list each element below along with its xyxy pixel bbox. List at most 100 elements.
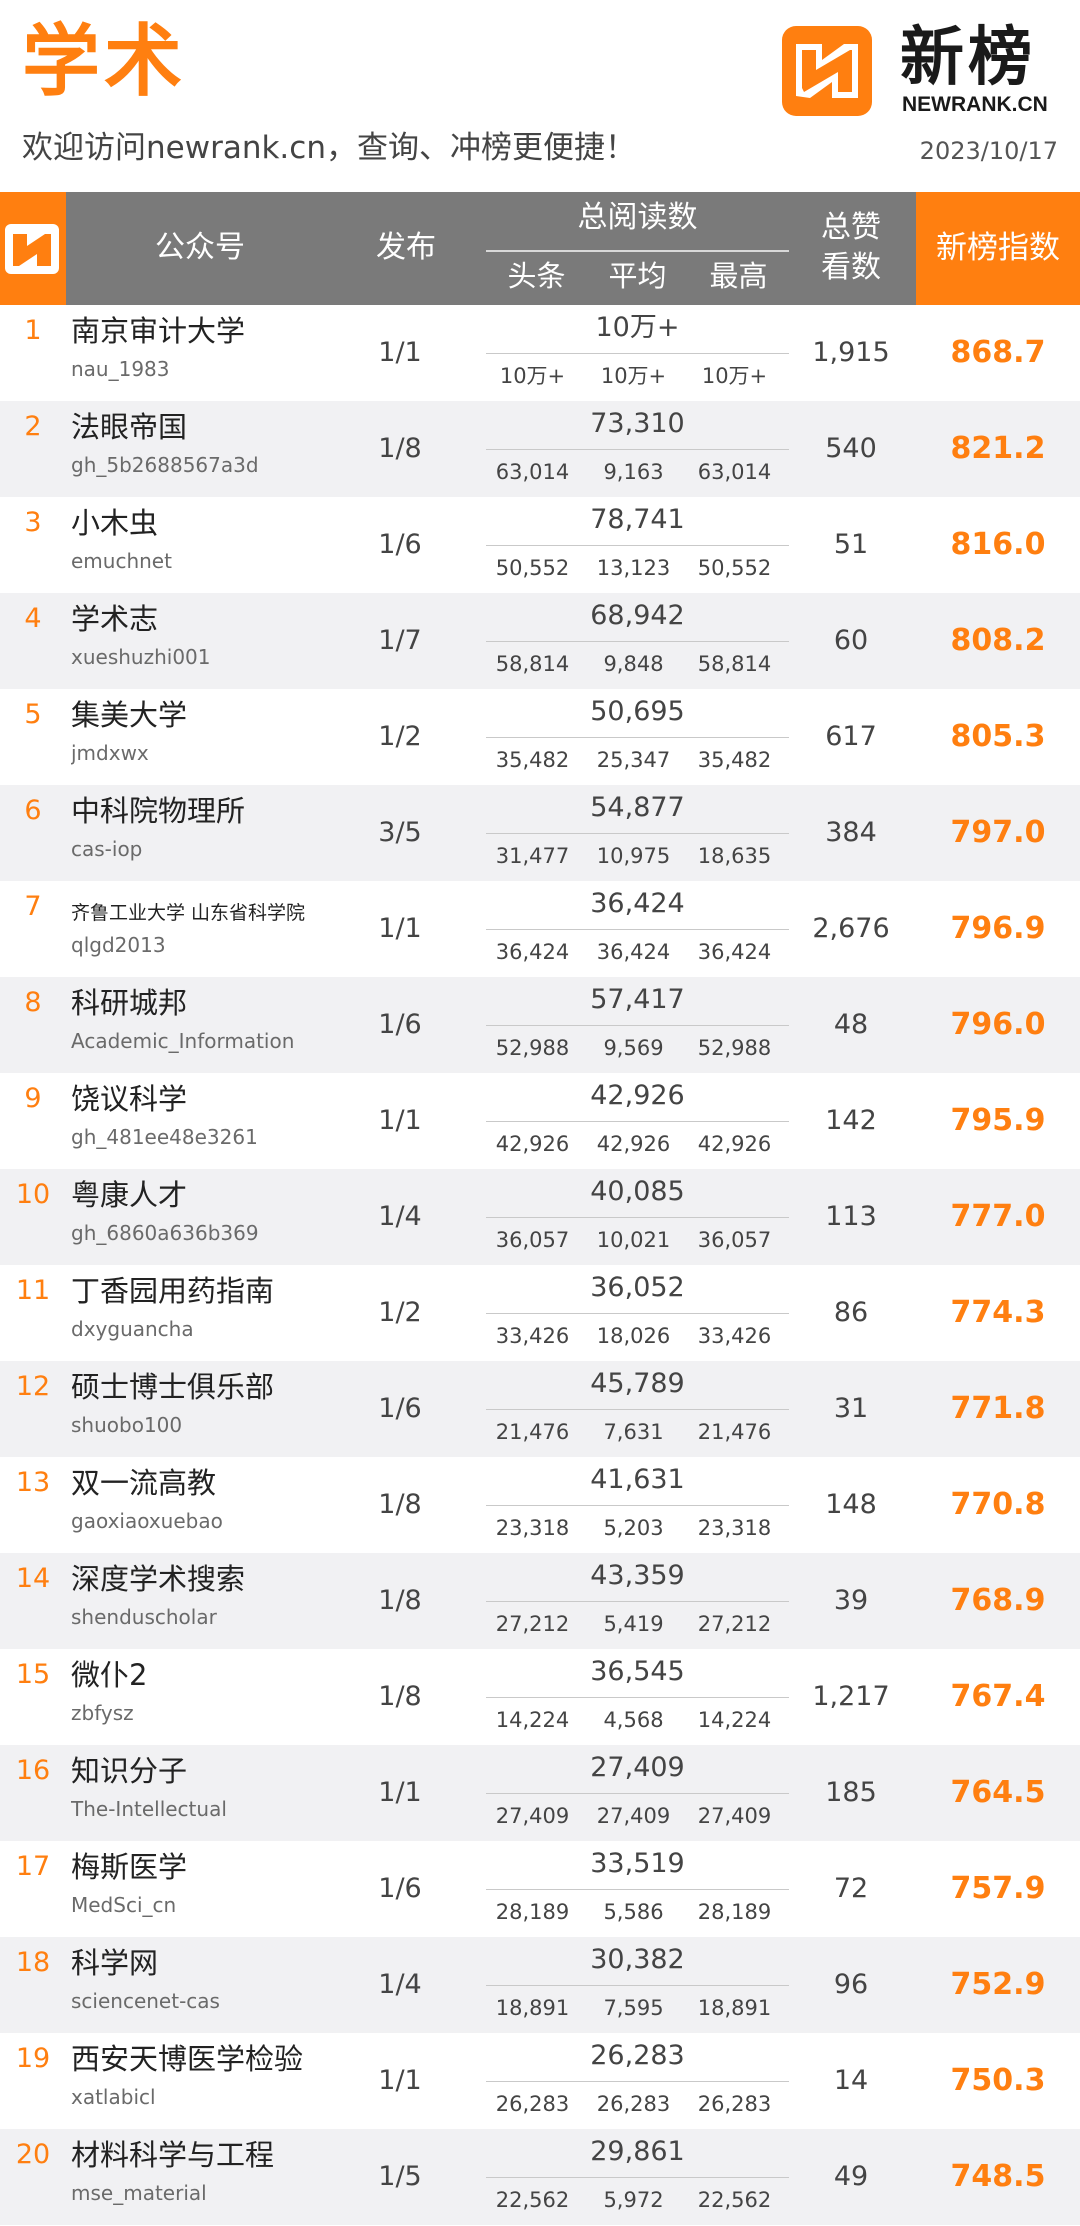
- account-name[interactable]: 法眼帝国: [71, 410, 188, 444]
- table-row[interactable]: 5 集美大学 jmdxwx 1/2 50,695 35,482 25,347 35,482 61…: [0, 689, 1080, 785]
- table-row[interactable]: 17 梅斯医学 MedSci_cn 1/6 33,519 28,189 5,586 28,18…: [0, 1841, 1080, 1937]
- likes-count: 39: [833, 1585, 869, 1616]
- column-likes: 总赞 看数: [821, 210, 881, 285]
- headline-reads: 10万+: [499, 364, 566, 388]
- account-id: cas-iop: [71, 837, 143, 861]
- average-reads: 18,026: [596, 1324, 671, 1348]
- account-name[interactable]: 集美大学: [71, 698, 188, 732]
- total-reads-value: 45,789: [590, 1368, 685, 1399]
- headline-reads: 63,014: [495, 460, 570, 484]
- rank-number: 18: [15, 1947, 51, 1978]
- publish-count: 3/5: [378, 817, 422, 848]
- rank-number: 5: [24, 699, 42, 730]
- publish-count: 1/6: [378, 529, 422, 560]
- brand-logo[interactable]: 新榜 NEWRANK.CN: [782, 21, 1062, 118]
- column-account: 公众号: [155, 230, 245, 265]
- max-reads: 22,562: [697, 2188, 772, 2212]
- account-name[interactable]: 齐鲁工业大学 山东省科学院: [71, 902, 306, 924]
- total-reads-value: 36,052: [590, 1272, 685, 1303]
- publish-count: 1/1: [378, 337, 422, 368]
- table-row[interactable]: 3 小木虫 emuchnet 1/6 78,741 50,552 13,123 50,552 5…: [0, 497, 1080, 593]
- max-reads: 21,476: [697, 1420, 772, 1444]
- likes-count: 384: [825, 817, 877, 848]
- account-id: jmdxwx: [71, 741, 149, 765]
- likes-count: 72: [833, 1873, 869, 1904]
- headline-reads: 18,891: [495, 1996, 570, 2020]
- table-row[interactable]: 14 深度学术搜索 shenduscholar 1/8 43,359 27,212 5,41…: [0, 1553, 1080, 1649]
- likes-count: 96: [833, 1969, 869, 2000]
- table-row[interactable]: 20 材料科学与工程 mse_material 1/5 29,861 22,562 5,97…: [0, 2129, 1080, 2225]
- account-name[interactable]: 材料科学与工程: [71, 2138, 275, 2172]
- account-name[interactable]: 学术志: [71, 602, 159, 636]
- table-row[interactable]: 8 科研城邦 Academic_Information 1/6 57,417 52,988…: [0, 977, 1080, 1073]
- max-reads: 23,318: [697, 1516, 772, 1540]
- average-reads: 7,631: [603, 1420, 664, 1444]
- rank-number: 20: [15, 2139, 51, 2170]
- table-row[interactable]: 12 硕士博士俱乐部 shuobo100 1/6 45,789 21,476 7,631 21…: [0, 1361, 1080, 1457]
- account-name[interactable]: 西安天博医学检验: [71, 2042, 304, 2076]
- account-name[interactable]: 梅斯医学: [71, 1850, 188, 1884]
- account-name[interactable]: 饶议科学: [71, 1082, 188, 1116]
- table-row[interactable]: 7 齐鲁工业大学 山东省科学院 qlgd2013 1/1 36,424 36,424 36,…: [0, 881, 1080, 977]
- publish-count: 1/1: [378, 1777, 422, 1808]
- table-row[interactable]: 18 科学网 sciencenet-cas 1/4 30,382 18,891 7,595 1…: [0, 1937, 1080, 2033]
- column-average: 平均: [608, 259, 667, 293]
- row-divider: [486, 1217, 789, 1218]
- newrank-index: 750.3: [950, 2063, 1046, 2098]
- row-divider: [486, 1793, 789, 1794]
- max-reads: 36,057: [697, 1228, 772, 1252]
- publish-count: 1/1: [378, 2065, 422, 2096]
- account-name[interactable]: 硕士博士俱乐部: [71, 1370, 275, 1404]
- account-name[interactable]: 南京审计大学: [71, 314, 246, 348]
- table-row[interactable]: 19 西安天博医学检验 xatlabicl 1/1 26,283 26,283 26,283…: [0, 2033, 1080, 2129]
- average-reads: 36,424: [596, 940, 671, 964]
- publish-count: 1/4: [378, 1201, 422, 1232]
- account-name[interactable]: 科学网: [71, 1946, 159, 1980]
- total-reads-value: 43,359: [590, 1560, 685, 1591]
- table-row[interactable]: 15 微仆2 zbfysz 1/8 36,545 14,224 4,568 14,224 1,2…: [0, 1649, 1080, 1745]
- account-id: gh_481ee48e3261: [71, 1125, 258, 1149]
- table-row[interactable]: 16 知识分子 The-Intellectual 1/1 27,409 27,409 27,…: [0, 1745, 1080, 1841]
- account-name[interactable]: 粤康人才: [71, 1178, 188, 1212]
- rank-number: 8: [24, 987, 42, 1018]
- row-divider: [486, 545, 789, 546]
- likes-count: 2,676: [812, 913, 890, 944]
- headline-reads: 35,482: [495, 748, 570, 772]
- page-header: 学术 欢迎访问newrank.cn，查询、冲榜更便捷！ 2023/10/17 新…: [0, 0, 1080, 190]
- row-divider: [486, 929, 789, 930]
- account-id: xueshuzhi001: [71, 645, 211, 669]
- average-reads: 5,203: [603, 1516, 664, 1540]
- account-name[interactable]: 双一流高教: [71, 1466, 217, 1500]
- table-row[interactable]: 13 双一流高教 gaoxiaoxuebao 1/8 41,631 23,318 5,203…: [0, 1457, 1080, 1553]
- account-name[interactable]: 科研城邦: [71, 986, 188, 1020]
- publish-count: 1/2: [378, 721, 422, 752]
- table-row[interactable]: 11 丁香园用药指南 dxyguancha 1/2 36,052 33,426 18,026…: [0, 1265, 1080, 1361]
- publish-count: 1/6: [378, 1009, 422, 1040]
- total-reads-value: 36,545: [590, 1656, 685, 1687]
- account-id: emuchnet: [71, 549, 172, 573]
- account-name[interactable]: 中科院物理所: [71, 794, 246, 828]
- row-divider: [486, 2081, 789, 2082]
- average-reads: 10,021: [596, 1228, 671, 1252]
- publish-count: 1/8: [378, 1489, 422, 1520]
- account-name[interactable]: 深度学术搜索: [71, 1562, 246, 1596]
- table-row[interactable]: 6 中科院物理所 cas-iop 3/5 54,877 31,477 10,975 18,63…: [0, 785, 1080, 881]
- average-reads: 26,283: [596, 2092, 671, 2116]
- table-row[interactable]: 2 法眼帝国 gh_5b2688567a3d 1/8 73,310 63,014 9,163…: [0, 401, 1080, 497]
- account-id: dxyguancha: [71, 1317, 194, 1341]
- account-name[interactable]: 小木虫: [71, 506, 159, 540]
- rank-number: 11: [15, 1275, 51, 1306]
- publish-count: 1/8: [378, 1585, 422, 1616]
- total-reads-value: 30,382: [590, 1944, 685, 1975]
- table-row[interactable]: 10 粤康人才 gh_6860a636b369 1/4 40,085 36,057 10,0…: [0, 1169, 1080, 1265]
- average-reads: 10,975: [596, 844, 671, 868]
- table-row[interactable]: 1 南京审计大学 nau_1983 1/1 10万+ 10万+ 10万+ 10万+ 1,915 8…: [0, 305, 1080, 401]
- account-id: The-Intellectual: [71, 1797, 227, 1821]
- account-name[interactable]: 微仆2: [71, 1658, 148, 1692]
- table-row[interactable]: 9 饶议科学 gh_481ee48e3261 1/1 42,926 42,926 42,92…: [0, 1073, 1080, 1169]
- average-reads: 4,568: [603, 1708, 664, 1732]
- average-reads: 5,972: [603, 2188, 664, 2212]
- account-name[interactable]: 知识分子: [71, 1754, 188, 1788]
- account-name[interactable]: 丁香园用药指南: [71, 1274, 275, 1308]
- table-row[interactable]: 4 学术志 xueshuzhi001 1/7 68,942 58,814 9,848 58,8…: [0, 593, 1080, 689]
